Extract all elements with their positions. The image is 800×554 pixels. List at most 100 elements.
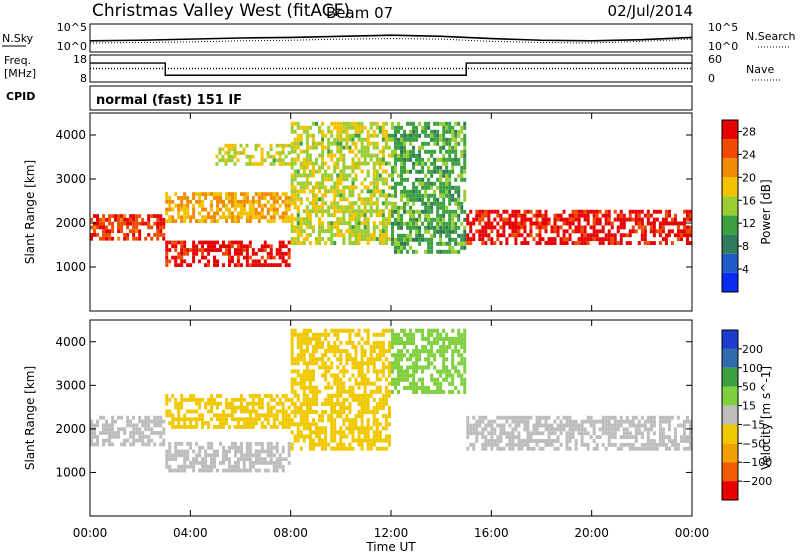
heatmap-cell [613,237,617,242]
heatmap-cell [159,434,163,439]
heatmap-cell [406,377,410,382]
heatmap-cell [415,153,419,158]
heatmap-cell [233,263,237,267]
heatmap-cell [478,431,482,436]
heatmap-cell [227,240,231,245]
heatmap-cell [427,181,431,186]
heatmap-cell [216,219,220,223]
heatmap-cell [505,419,509,424]
heatmap-cell [658,229,662,234]
heatmap-cell [296,121,300,126]
heatmap-cell [463,209,467,214]
heatmap-cell [484,415,488,420]
heatmap-cell [400,241,404,246]
heatmap-cell [336,393,340,398]
heatmap-cell [649,423,653,428]
heatmap-cell [460,201,464,206]
heatmap-cell [463,217,467,222]
heatmap-cell [275,143,279,148]
heatmap-cell [354,133,358,138]
heatmap-cell [242,255,246,260]
heatmap-cell [538,423,542,428]
heatmap-cell [673,427,677,432]
heatmap-cell [517,446,521,451]
heatmap-cell [177,421,181,426]
heatmap-cell [333,209,337,214]
heatmap-cell [174,397,178,402]
heatmap-cell [574,427,578,432]
heatmap-cell [126,217,130,222]
heatmap-cell [224,143,228,148]
heatmap-cell [391,205,394,210]
heatmap-cell [598,241,602,245]
heatmap-cell [409,197,413,202]
heatmap-cell [622,221,626,226]
heatmap-cell [607,241,611,245]
heatmap-cell [381,349,385,354]
heatmap-cell [156,415,160,420]
heatmap-cell [439,205,443,210]
heatmap-cell [391,177,394,182]
heatmap-cell [505,431,509,436]
heatmap-cell [372,177,376,182]
heatmap-cell [330,225,334,230]
heatmap-cell [339,229,343,234]
heatmap-cell [204,215,208,220]
heatmap-cell [412,332,416,337]
heatmap-cell [448,125,452,130]
heatmap-cell [348,121,352,126]
heatmap-cell [327,225,331,230]
heatmap-cell [168,468,172,473]
heatmap-cell [120,427,124,432]
heatmap-cell [436,225,440,230]
heatmap-cell [375,418,379,423]
heatmap-cell [357,426,361,431]
heatmap-cell [174,255,178,260]
heatmap-cell [369,125,373,130]
heatmap-cell [460,245,464,250]
heatmap-cell [257,203,261,208]
heatmap-cell [192,255,196,260]
heatmap-cell [345,121,349,126]
heatmap-cell [583,427,587,432]
heatmap-cell [135,423,139,428]
heatmap-cell [372,430,376,435]
heatmap-cell [381,340,385,345]
heatmap-cell [351,181,355,186]
heatmap-cell [321,145,325,150]
heatmap-cell [254,162,258,166]
heatmap-cell [640,225,644,230]
heatmap-cell [345,414,349,419]
heatmap-cell [336,177,340,182]
heatmap-cell [302,418,306,423]
heatmap-cell [430,149,434,154]
heatmap-cell [108,442,112,447]
heatmap-cell [442,157,446,162]
heatmap-cell [102,438,106,443]
heatmap-cell [108,423,112,428]
heatmap-cell [183,215,187,220]
heatmap-cell [391,165,394,170]
heatmap-cell [372,201,376,206]
heatmap-cell [186,207,190,212]
heatmap-cell [360,229,364,234]
heatmap-cell [236,468,240,473]
heatmap-cell [230,397,234,402]
heatmap-cell [269,413,273,418]
heatmap-cell [308,173,312,178]
heatmap-cell [180,207,184,212]
heatmap-cell [348,340,352,345]
heatmap-cell [397,145,401,150]
heatmap-cell [342,165,346,170]
heatmap-cell [254,468,258,473]
heatmap-cell [339,434,343,439]
heatmap-cell [433,357,437,362]
heatmap-cell [245,457,249,462]
heatmap-cell [236,219,240,223]
heatmap-cell [339,430,343,435]
heatmap-cell [406,225,410,230]
heatmap-cell [676,237,680,242]
heatmap-cell [505,435,509,440]
heatmap-cell [336,233,340,238]
heatmap-cell [448,249,452,254]
